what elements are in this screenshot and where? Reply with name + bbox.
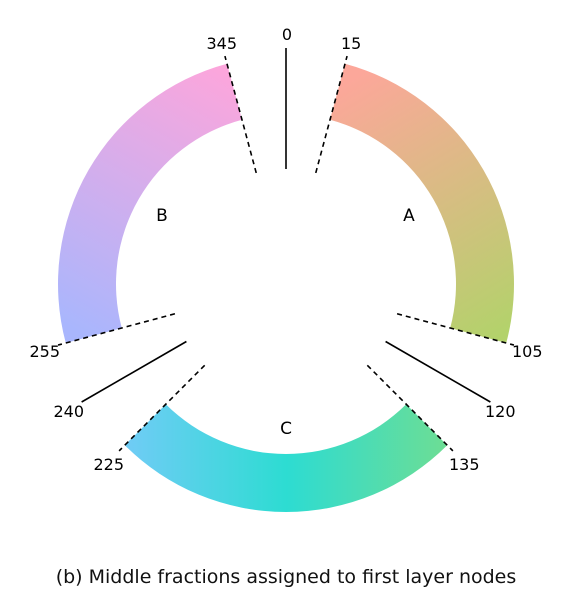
degree-label-15: 15 (341, 34, 361, 53)
node-arc-b (58, 63, 243, 344)
node-arcs (58, 63, 514, 512)
boundary-line-225 (118, 364, 206, 452)
degree-label-0: 0 (282, 25, 292, 44)
boundary-line-105 (396, 312, 515, 346)
degree-labels: 0 15 105 120 135 225 240 255 345 (29, 25, 542, 474)
boundary-line-120 (385, 340, 491, 403)
degree-label-240: 240 (53, 402, 84, 421)
node-label-b: B (156, 206, 168, 226)
node-label-c: C (280, 419, 292, 439)
ring-diagram: 0 15 105 120 135 225 240 255 345 A B C (29, 25, 543, 512)
degree-label-255: 255 (29, 342, 60, 361)
boundary-lines (57, 48, 515, 452)
degree-label-225: 225 (93, 455, 124, 474)
boundary-line-15 (314, 55, 348, 174)
degree-label-345: 345 (206, 34, 237, 53)
degree-label-105: 105 (512, 342, 543, 361)
boundary-line-255 (57, 312, 176, 346)
figure-caption: (b) Middle fractions assigned to first l… (55, 566, 517, 588)
boundary-line-345 (224, 55, 258, 174)
degree-label-135: 135 (449, 455, 480, 474)
boundary-line-135 (366, 364, 454, 452)
node-arc-c (124, 404, 448, 512)
degree-label-120: 120 (485, 402, 516, 421)
node-labels: A B C (156, 206, 415, 439)
node-label-a: A (403, 206, 415, 226)
boundary-line-240 (81, 340, 187, 403)
node-arc-a (329, 63, 514, 344)
